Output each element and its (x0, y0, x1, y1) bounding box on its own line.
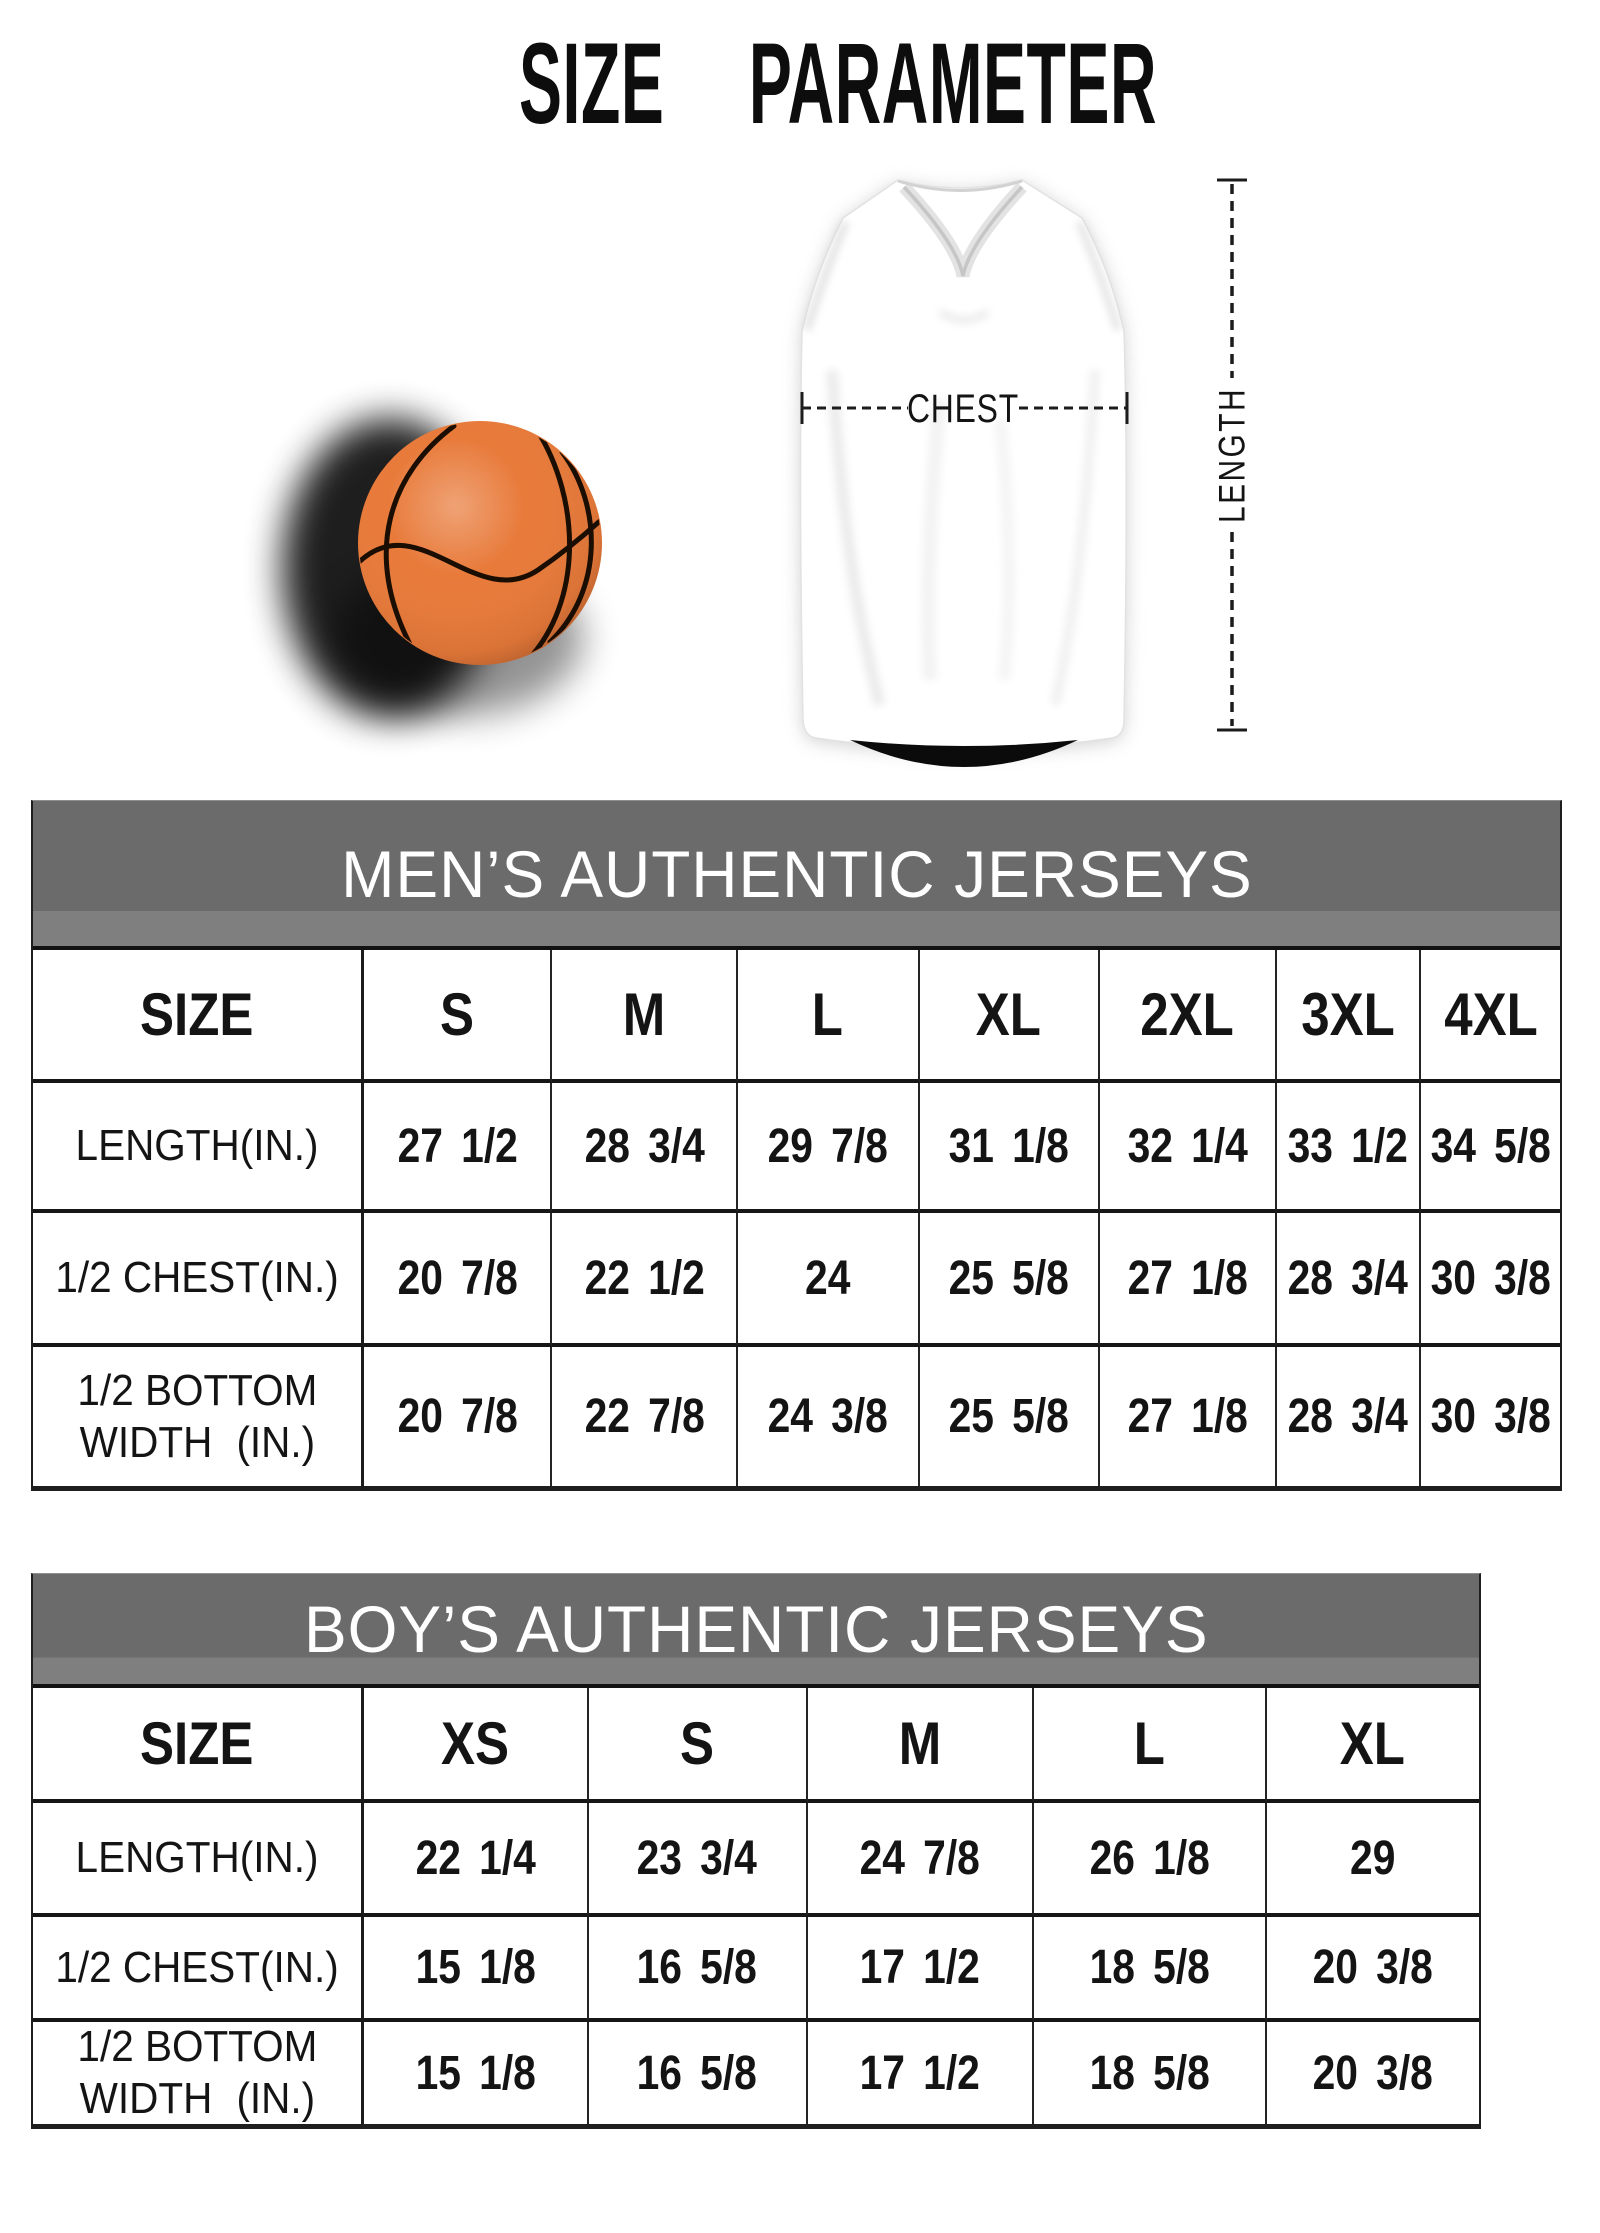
size-value-cell: 22 7/8 (552, 1347, 738, 1486)
boy-size-header-xs: XS (364, 1688, 589, 1803)
men-size-header-m: M (552, 950, 738, 1083)
boys-size-table: BOY’S AUTHENTIC JERSEYS SIZE XS S M L XL… (31, 1573, 1481, 2129)
boy-row-label-half-bottom-width: 1/2 BOTTOM WIDTH (IN.) (33, 2022, 365, 2124)
basketball-illustration (358, 421, 602, 665)
size-value-cell: 25 5/8 (919, 1213, 1101, 1347)
size-value-cell: 15 1/8 (364, 1917, 589, 2022)
boy-row-label-length: LENGTH(IN.) (33, 1803, 365, 1917)
size-value-cell: 17 1/2 (807, 2022, 1035, 2124)
size-value-cell: 15 1/8 (364, 2022, 589, 2124)
boys-table-title: BOY’S AUTHENTIC JERSEYS (303, 1592, 1209, 1666)
men-size-header-s: S (364, 950, 553, 1083)
hem-shadow (850, 740, 1078, 767)
size-value-cell: 29 (1266, 1803, 1479, 1917)
men-size-header-3xl: 3XL (1276, 950, 1422, 1083)
size-value-cell: 17 1/2 (807, 1917, 1035, 2022)
size-value-cell: 20 7/8 (364, 1213, 553, 1347)
boy-size-col-header: SIZE (33, 1688, 365, 1803)
size-value-cell: 20 3/8 (1266, 2022, 1479, 2124)
boy-size-header-l: L (1034, 1688, 1267, 1803)
size-value-cell: 24 7/8 (807, 1803, 1035, 1917)
mens-table-title-band: MEN’S AUTHENTIC JERSEYS (33, 801, 1560, 950)
boys-table-grid: SIZE XS S M L XL LENGTH(IN.) 22 1/4 23 3… (33, 1688, 1479, 2124)
men-size-header-xl: XL (919, 950, 1101, 1083)
size-value-cell: 18 5/8 (1034, 1917, 1267, 2022)
mens-table-grid: SIZE S M L XL 2XL 3XL 4XL LENGTH(IN.) 27… (33, 950, 1560, 1486)
size-value-cell: 30 3/8 (1421, 1347, 1560, 1486)
size-value-cell: 26 1/8 (1034, 1803, 1267, 1917)
boy-size-header-xl: XL (1266, 1688, 1479, 1803)
size-value-cell: 22 1/2 (552, 1213, 738, 1347)
men-row-label-length: LENGTH(IN.) (33, 1083, 365, 1213)
boy-size-header-m: M (807, 1688, 1035, 1803)
chest-label: CHEST (907, 387, 1019, 431)
men-row-label-half-bottom-width: 1/2 BOTTOM WIDTH (IN.) (33, 1347, 365, 1486)
size-value-cell: 27 1/8 (1100, 1213, 1277, 1347)
size-value-cell: 20 3/8 (1266, 1917, 1479, 2022)
size-value-cell: 22 1/4 (364, 1803, 589, 1917)
size-value-cell: 25 5/8 (919, 1347, 1101, 1486)
size-value-cell: 16 5/8 (588, 1917, 808, 2022)
men-size-col-header: SIZE (33, 950, 365, 1083)
size-value-cell: 32 1/4 (1100, 1083, 1277, 1213)
men-size-header-4xl: 4XL (1421, 950, 1560, 1083)
men-size-header-2xl: 2XL (1100, 950, 1277, 1083)
length-label: LENGTH (1212, 387, 1253, 523)
size-value-cell: 28 3/4 (1276, 1213, 1422, 1347)
jersey-illustration (799, 179, 1128, 767)
size-diagram: CHEST LENGTH (282, 178, 1253, 767)
mens-table-title: MEN’S AUTHENTIC JERSEYS (340, 836, 1253, 911)
boy-size-header-s: S (588, 1688, 808, 1803)
size-value-cell: 23 3/4 (588, 1803, 808, 1917)
size-value-cell: 27 1/8 (1100, 1347, 1277, 1486)
size-value-cell: 28 3/4 (552, 1083, 738, 1213)
size-value-cell: 28 3/4 (1276, 1347, 1422, 1486)
size-value-cell: 29 7/8 (737, 1083, 920, 1213)
size-value-cell: 27 1/2 (364, 1083, 553, 1213)
size-value-cell: 34 5/8 (1421, 1083, 1560, 1213)
chest-measure-line (800, 392, 1129, 424)
size-value-cell: 33 1/2 (1276, 1083, 1422, 1213)
men-size-header-l: L (737, 950, 920, 1083)
boy-row-label-half-chest: 1/2 CHEST(IN.) (33, 1917, 365, 2022)
size-value-cell: 20 7/8 (364, 1347, 553, 1486)
collar (897, 179, 1027, 278)
size-value-cell: 18 5/8 (1034, 2022, 1267, 2124)
mens-size-table: MEN’S AUTHENTIC JERSEYS SIZE S M L XL 2X… (31, 800, 1562, 1491)
size-value-cell: 24 3/8 (737, 1347, 920, 1486)
men-row-label-half-chest: 1/2 CHEST(IN.) (33, 1213, 365, 1347)
page-title: SIZE PARAMETER (518, 20, 1158, 148)
size-value-cell: 24 (737, 1213, 920, 1347)
length-measure-line (1217, 178, 1247, 732)
size-value-cell: 16 5/8 (588, 2022, 808, 2124)
boys-table-title-band: BOY’S AUTHENTIC JERSEYS (33, 1574, 1479, 1688)
size-value-cell: 31 1/8 (919, 1083, 1101, 1213)
size-value-cell: 30 3/8 (1421, 1213, 1560, 1347)
